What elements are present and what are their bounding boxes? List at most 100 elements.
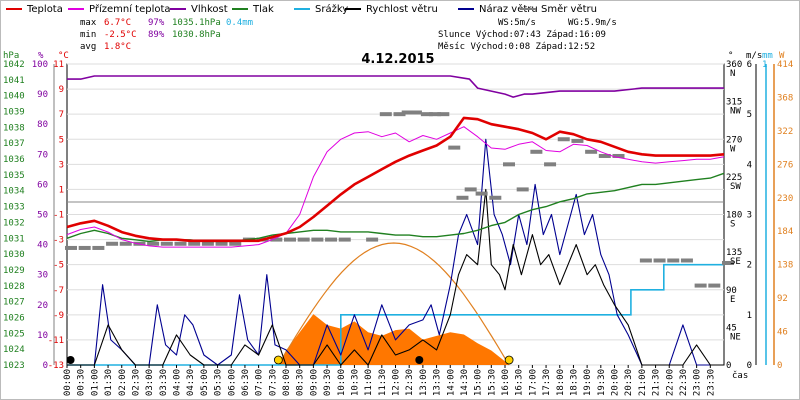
ms-tick: 1: [747, 311, 752, 321]
x-tick-label: 01:00: [90, 369, 100, 396]
wind-direction-point: [456, 195, 469, 200]
wind-direction-point: [420, 112, 433, 117]
dir-tick: NW: [730, 107, 741, 117]
deg-tick: 135: [726, 248, 742, 258]
deg-tick: 0: [726, 361, 731, 371]
c-tick: 11: [53, 60, 64, 70]
stat-max-temp: 6.7°C: [104, 18, 131, 28]
wind-direction-point: [530, 149, 543, 154]
wind-direction-point: [78, 245, 91, 250]
deg-tick: 270: [726, 135, 742, 145]
c-tick: 1: [59, 185, 64, 195]
x-tick-label: 20:00: [611, 369, 621, 396]
x-tick-label: 10:00: [337, 369, 347, 396]
hpa-tick: 1041: [3, 76, 25, 86]
x-tick-label: 13:30: [433, 369, 443, 396]
ground-temperature-line: [66, 126, 725, 248]
c-axis-label: °C: [58, 51, 69, 61]
x-tick-label: 23:30: [706, 369, 716, 396]
hpa-tick: 1027: [3, 298, 25, 308]
hpa-tick: 1040: [3, 92, 25, 102]
solar-radiation-area: [278, 314, 510, 365]
wind-direction-point: [708, 283, 721, 288]
wind-direction-point: [475, 191, 488, 196]
ms-axis-label: m/s: [746, 51, 762, 61]
legend-label: Tlak: [252, 4, 274, 15]
x-tick-label: 08:30: [296, 369, 306, 396]
deg-tick: 315: [726, 98, 742, 108]
hpa-tick: 1030: [3, 250, 25, 260]
axes-layer: hPa% °C1042104110401039103810371036103510…: [3, 51, 793, 396]
pct-tick: 30: [37, 271, 48, 281]
legend-label: Směr větru: [541, 3, 597, 15]
wind-direction-point: [598, 153, 611, 158]
deg-tick: 180: [726, 211, 742, 221]
stat-max-press: 1035.1hPa: [172, 18, 221, 28]
x-tick-label: 11:30: [378, 369, 388, 396]
pct-tick: 0: [43, 361, 48, 371]
stat-max-label: max: [80, 18, 97, 28]
x-tick-label: 06:30: [241, 369, 251, 396]
stat-min-temp: -2.5°C: [104, 30, 137, 40]
c-tick: -5: [53, 261, 64, 271]
x-tick-label: 14:30: [460, 369, 470, 396]
x-tick-label: 11:00: [364, 369, 374, 396]
x-tick-label: 21:30: [652, 369, 662, 396]
x-tick-label: 16:30: [515, 369, 525, 396]
wind-direction-point: [119, 241, 132, 246]
c-tick: -13: [48, 361, 64, 371]
w-tick: 46: [777, 328, 788, 338]
c-tick: -9: [53, 311, 64, 321]
x-tick-label: 16:00: [501, 369, 511, 396]
hpa-tick: 1028: [3, 282, 25, 292]
hpa-tick: 1023: [3, 361, 25, 371]
x-tick-label: 20:30: [624, 369, 634, 396]
x-tick-label: 03:30: [159, 369, 169, 396]
x-tick-label: 02:00: [118, 369, 128, 396]
x-tick-label: 17:30: [542, 369, 552, 396]
x-tick-label: 19:00: [583, 369, 593, 396]
mm-tick: 1: [762, 60, 767, 70]
hpa-tick: 1026: [3, 313, 25, 323]
wind-direction-point: [571, 138, 584, 143]
w-tick: 230: [777, 194, 793, 204]
pct-tick: 80: [37, 120, 48, 130]
c-tick: -7: [53, 286, 64, 296]
hpa-tick: 1033: [3, 203, 25, 213]
wind-direction-point: [311, 237, 324, 242]
x-tick-label: 23:00: [693, 369, 703, 396]
chart-title: 4.12.2015: [361, 52, 434, 67]
hpa-axis-label: hPa: [3, 51, 19, 61]
pct-tick: 60: [37, 180, 48, 190]
x-tick-label: 22:00: [665, 369, 675, 396]
temperature-line: [66, 116, 725, 243]
x-tick-label: 07:00: [255, 369, 265, 396]
wind-direction-point: [585, 149, 598, 154]
pct-tick: 100: [32, 60, 48, 70]
w-tick: 322: [777, 127, 793, 137]
wind-direction-point: [325, 237, 338, 242]
wind-direction-point: [722, 260, 734, 265]
wind-direction-point: [429, 112, 442, 117]
humidity-line: [67, 75, 724, 98]
wind-direction-point: [188, 241, 201, 246]
wind-direction-point: [680, 258, 693, 263]
ms-tick: 5: [747, 110, 752, 120]
legend: Teplota Přízemní teplota Vlhkost Tlak Srážky…: [6, 3, 597, 15]
wind-direction-point: [160, 241, 173, 246]
hpa-tick: 1042: [3, 60, 25, 70]
x-tick-label: 12:30: [405, 369, 415, 396]
stat-max-hum: 97%: [148, 18, 165, 28]
w-axis-label: W: [779, 51, 785, 61]
legend-label: Srážky: [315, 3, 348, 15]
x-tick-label: 12:00: [392, 369, 402, 396]
w-tick: 368: [777, 93, 793, 103]
x-tick-label: 09:00: [309, 369, 319, 396]
hpa-tick: 1037: [3, 139, 25, 149]
x-tick-label: 07:30: [268, 369, 278, 396]
wind-direction-point: [65, 245, 77, 250]
x-tick-label: 15:30: [487, 369, 497, 396]
x-tick-label: 05:30: [214, 369, 224, 396]
ms-tick: 3: [747, 211, 752, 221]
